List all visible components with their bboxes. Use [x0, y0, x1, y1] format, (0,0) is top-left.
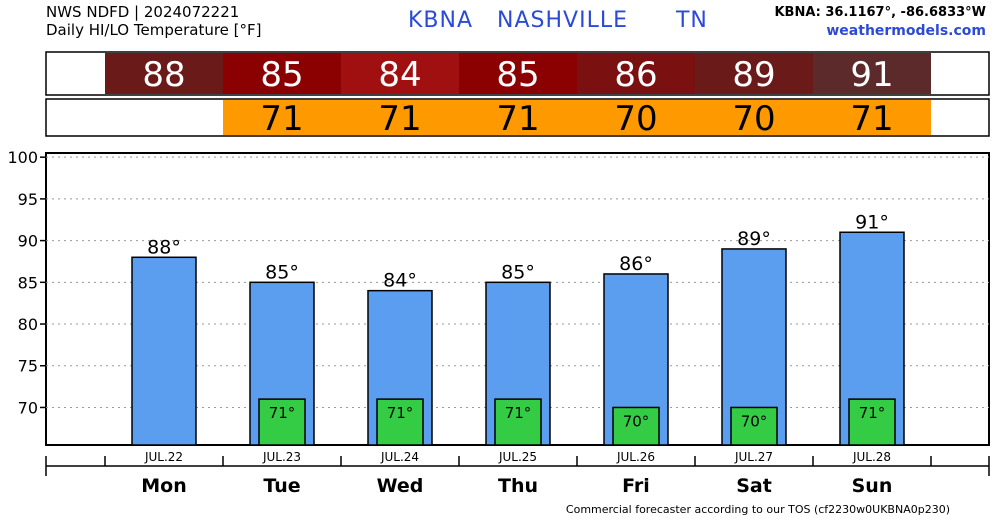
x-date-label: JUL.24 — [380, 450, 419, 464]
x-date-label: JUL.22 — [144, 450, 183, 464]
lo-strip-label: 70 — [614, 99, 657, 139]
y-tick-label: 90 — [18, 232, 38, 251]
lo-bar — [848, 398, 896, 446]
lo-strip-cell — [813, 100, 931, 135]
lo-strip-label: 71 — [260, 99, 303, 139]
lo-strip-cell — [341, 100, 459, 135]
hi-bar-label: 86° — [619, 253, 653, 275]
station-title: KBNA NASHVILLE TN — [408, 8, 708, 33]
station-state: TN — [675, 8, 708, 33]
x-day-label: Mon — [141, 475, 187, 497]
y-tick-label: 85 — [18, 273, 38, 292]
plot-area: 70 75 80 85 90 95 100 88° 85° 71° 84° 71° 85° 71° 86° 7… — [7, 148, 990, 446]
chart-subtitle: Daily HI/LO Temperature [°F] — [46, 21, 262, 39]
station-city: NASHVILLE — [497, 8, 628, 33]
x-day-label: Tue — [263, 475, 300, 497]
lo-strip-label: 71 — [496, 99, 539, 139]
lo-bar-label: 71° — [859, 404, 886, 422]
lo-bar — [376, 398, 424, 446]
x-date-label: JUL.26 — [616, 450, 655, 464]
lo-strip-cell — [577, 100, 695, 135]
y-tick-label: 95 — [18, 190, 38, 209]
x-date-label: JUL.27 — [734, 450, 773, 464]
lo-strip-label: 70 — [732, 99, 775, 139]
lo-strip-cell — [695, 100, 813, 135]
hi-strip-cell — [577, 53, 695, 94]
hi-bar-label: 89° — [737, 228, 771, 250]
x-day-label: Wed — [377, 475, 424, 497]
hi-strip-label: 91 — [850, 55, 893, 95]
y-tick-label: 100 — [7, 148, 38, 167]
x-day-label: Sat — [736, 475, 772, 497]
hi-bar-label: 88° — [147, 236, 181, 258]
hi-strip-cell — [105, 53, 223, 94]
lo-bar-label: 70° — [623, 412, 650, 430]
lo-bar — [258, 398, 306, 446]
x-axis: JUL.22 Mon JUL.23 Tue JUL.24 Wed JUL.25 Thu JUL.… — [45, 450, 990, 497]
lo-strip-cell — [459, 100, 577, 135]
hi-bar-label: 85° — [265, 261, 299, 283]
lo-strip-label: 71 — [378, 99, 421, 139]
hi-strip-label: 85 — [496, 55, 539, 95]
y-tick-label: 80 — [18, 315, 38, 334]
x-date-label: JUL.25 — [498, 450, 537, 464]
hi-bar — [131, 256, 197, 446]
site-link[interactable]: weathermodels.com — [826, 23, 986, 39]
y-tick-label: 75 — [18, 357, 38, 376]
hi-temp-strip: 88 85 84 85 86 89 91 — [45, 51, 990, 96]
hi-bar-label: 91° — [855, 211, 889, 233]
x-day-label: Fri — [622, 475, 650, 497]
x-day-label: Sun — [852, 475, 893, 497]
lo-bar — [730, 406, 778, 446]
lo-bar-label: 71° — [387, 404, 414, 422]
lo-strip-cell — [223, 100, 341, 135]
hi-strip-cell — [813, 53, 931, 94]
station-coordinates: KBNA: 36.1167°, -86.6833°W — [774, 5, 986, 20]
station-id: KBNA — [408, 8, 474, 33]
lo-bar-label: 71° — [269, 404, 296, 422]
x-date-label: JUL.28 — [852, 450, 891, 464]
hi-strip-cell — [223, 53, 341, 94]
hi-strip-cell — [459, 53, 577, 94]
hi-strip-label: 88 — [142, 55, 185, 95]
source-line: NWS NDFD | 2024072221 — [46, 3, 240, 21]
lo-bar-label: 71° — [505, 404, 532, 422]
hi-strip-cell — [695, 53, 813, 94]
hi-bar-label: 85° — [501, 261, 535, 283]
lo-bar — [494, 398, 542, 446]
hi-strip-label: 85 — [260, 55, 303, 95]
x-day-label: Thu — [498, 475, 538, 497]
x-date-label: JUL.23 — [262, 450, 301, 464]
hi-strip-label: 86 — [614, 55, 657, 95]
hi-strip-label: 89 — [732, 55, 775, 95]
y-tick-label: 70 — [18, 398, 38, 417]
lo-bar-label: 70° — [741, 412, 768, 430]
hi-bar-label: 84° — [383, 270, 417, 292]
footer-note: Commercial forecaster according to our T… — [565, 503, 950, 516]
lo-strip-label: 71 — [850, 99, 893, 139]
hi-strip-label: 84 — [378, 55, 421, 95]
lo-temp-strip: 71 71 71 70 70 71 — [45, 98, 990, 139]
hi-strip-cell — [341, 53, 459, 94]
lo-bar — [612, 406, 660, 446]
